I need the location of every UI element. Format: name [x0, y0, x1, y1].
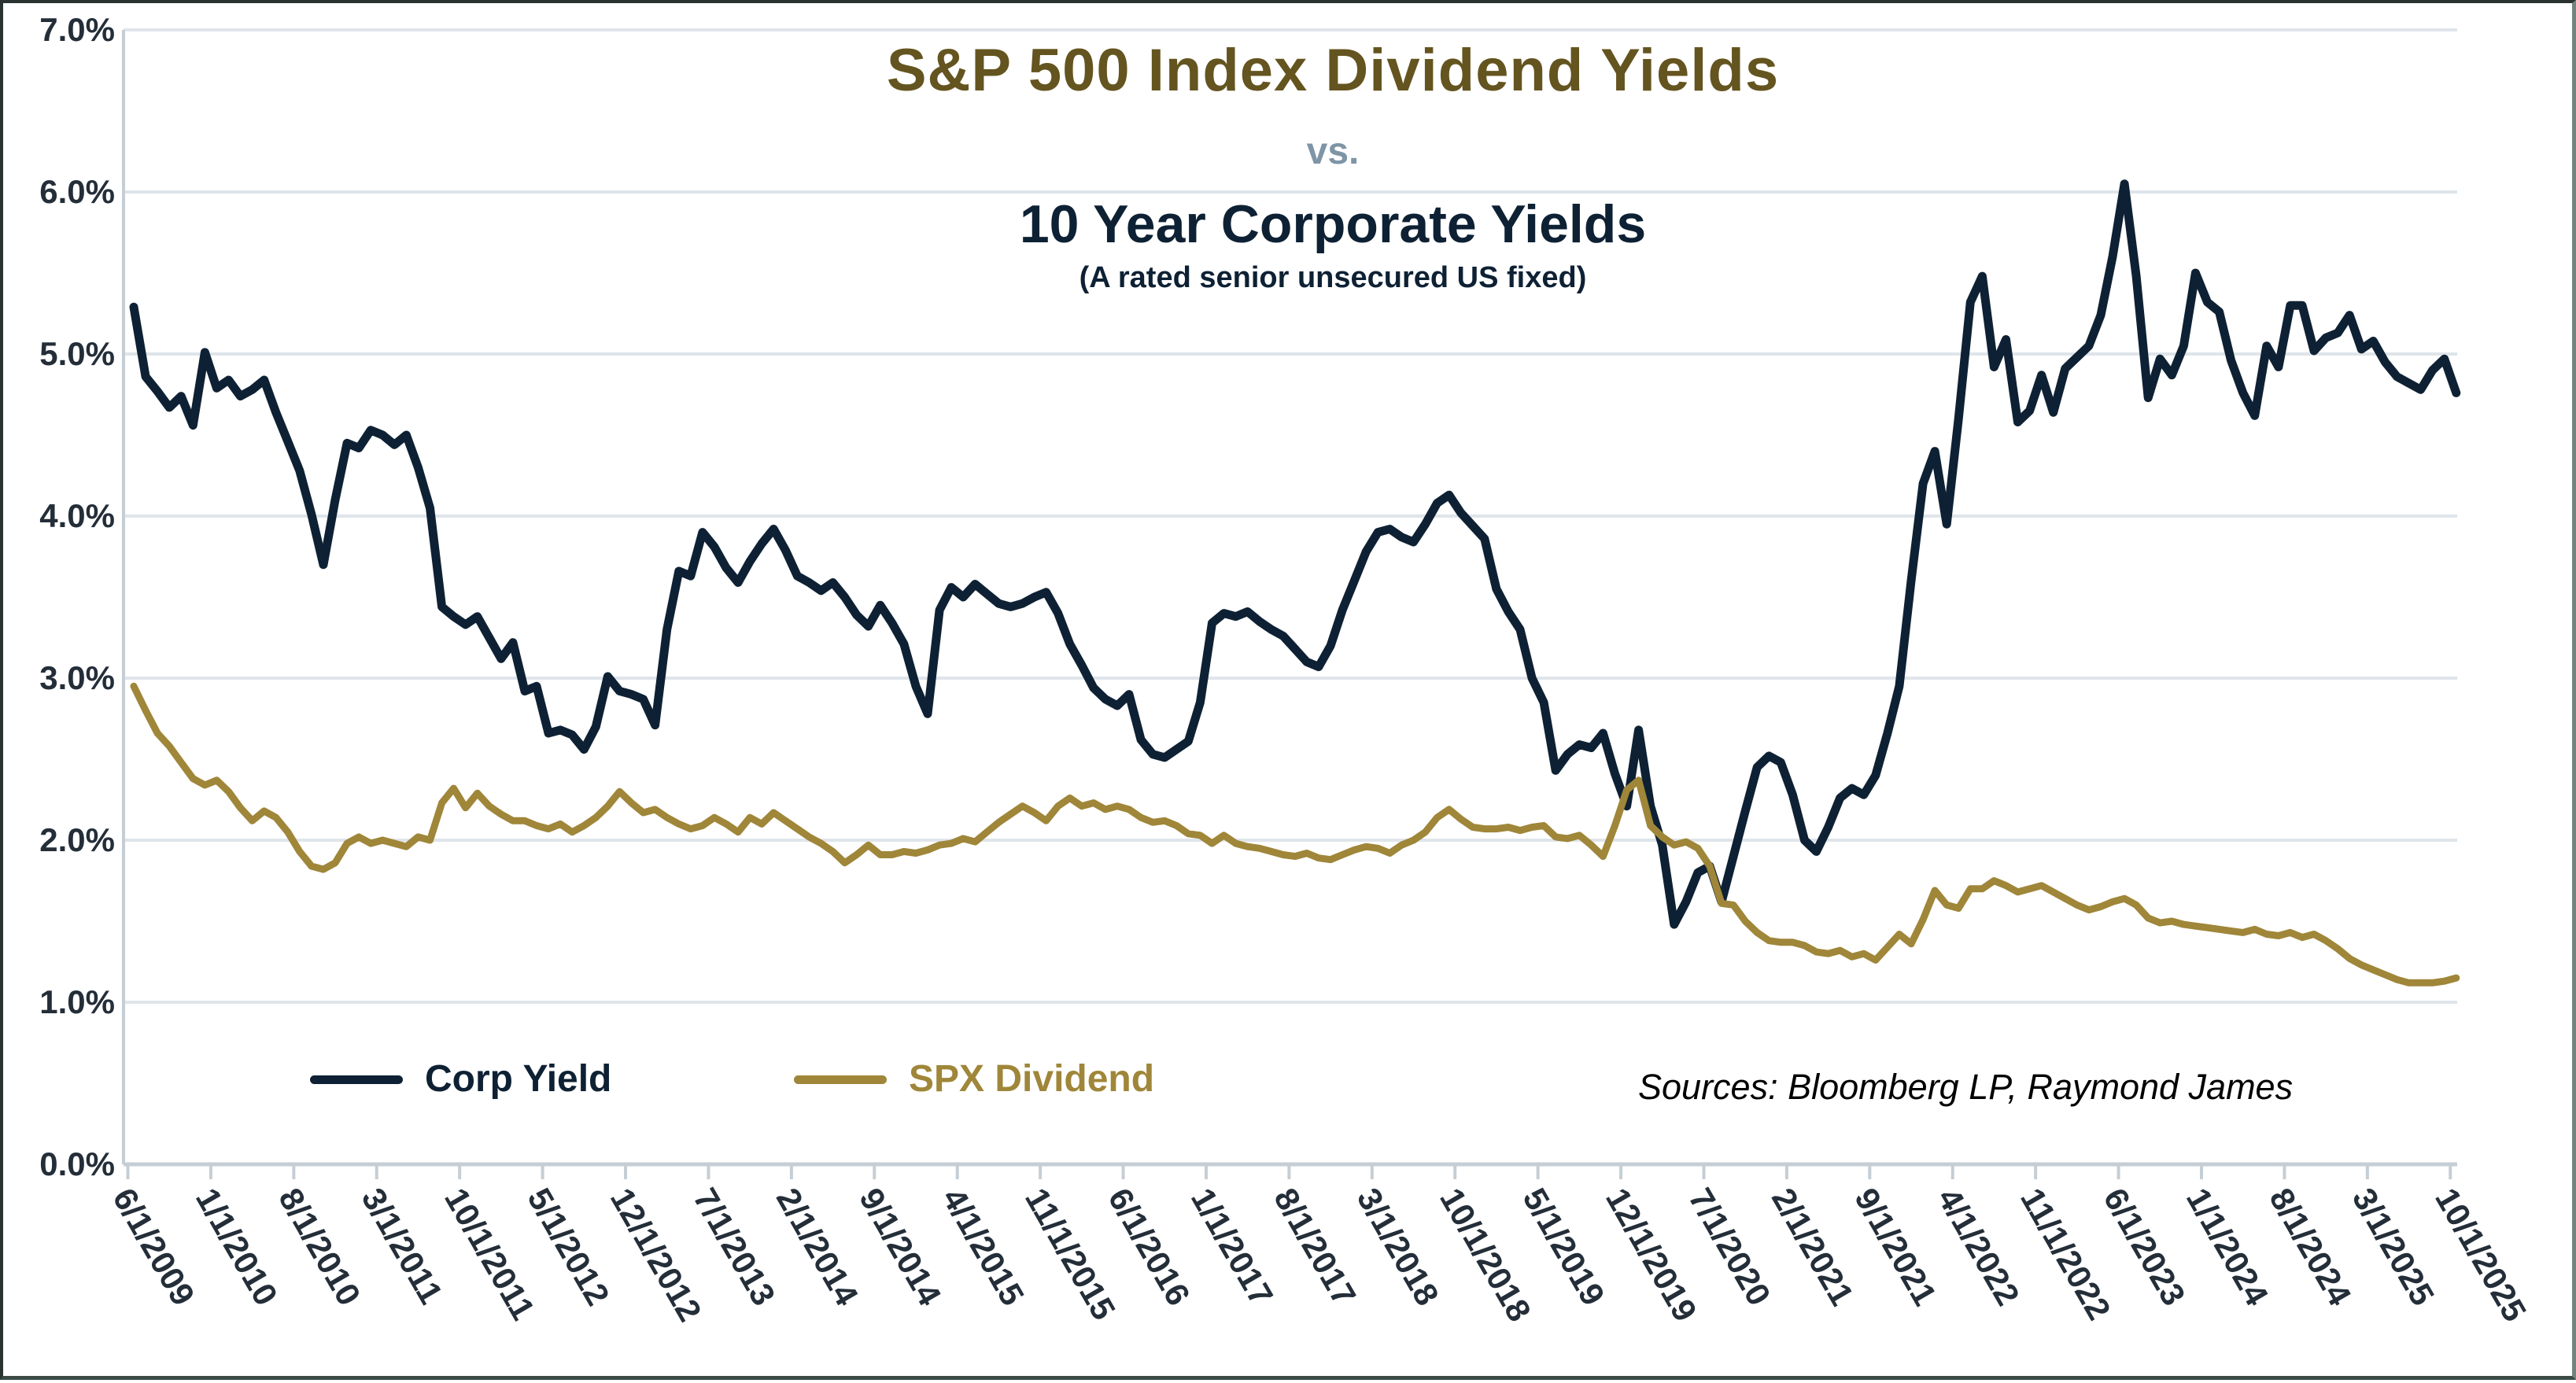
x-tick-label: 8/1/2010 [271, 1182, 367, 1311]
y-tick-label: 1.0% [39, 983, 115, 1020]
x-tick-label: 7/1/2020 [1681, 1182, 1777, 1311]
y-tick-label: 6.0% [39, 173, 115, 210]
y-tick-label: 0.0% [39, 1145, 115, 1182]
spx-dividend-line [130, 682, 2460, 987]
y-tick-label: 2.0% [39, 821, 115, 858]
x-tick-label: 10/1/2025 [2428, 1182, 2534, 1327]
x-tick-label: 8/1/2017 [1267, 1182, 1363, 1311]
yield-chart: 6/1/20091/1/20108/1/20103/1/201110/1/201… [105, 28, 2534, 1328]
x-tick-label: 9/1/2014 [852, 1182, 949, 1312]
x-tick-label: 5/1/2019 [1516, 1182, 1612, 1311]
x-tick-label: 6/1/2023 [2096, 1182, 2192, 1311]
spx-dividend-swatch [794, 1075, 887, 1084]
x-tick-label: 1/1/2017 [1184, 1182, 1280, 1311]
x-tick-label: 1/1/2010 [189, 1182, 285, 1311]
x-tick-label: 6/1/2009 [105, 1182, 201, 1311]
x-tick-label: 4/1/2022 [1931, 1182, 2027, 1311]
y-tick-label: 5.0% [39, 335, 115, 372]
x-tick-label: 6/1/2016 [1101, 1182, 1197, 1311]
y-tick-label: 7.0% [39, 11, 115, 48]
x-tick-label: 2/1/2021 [1765, 1182, 1861, 1311]
y-tick-label: 3.0% [39, 659, 115, 696]
corp-yield-legend-label: Corp Yield [425, 1058, 612, 1100]
x-tick-label: 9/1/2021 [1847, 1182, 1943, 1311]
source-note: Sources: Bloomberg LP, Raymond James [1638, 1067, 2294, 1107]
corp-yield-swatch [310, 1075, 403, 1084]
x-tick-label: 1/1/2024 [2179, 1182, 2276, 1312]
corp-yield-line [129, 179, 2461, 929]
x-tick-label: 3/1/2011 [355, 1182, 450, 1310]
x-tick-label: 3/1/2025 [2345, 1182, 2441, 1311]
x-tick-label: 4/1/2015 [936, 1182, 1032, 1311]
legend-item-spx-dividend: SPX Dividend [794, 1059, 1154, 1100]
x-tick-label: 2/1/2014 [769, 1182, 866, 1312]
x-tick-label: 7/1/2013 [686, 1182, 782, 1311]
y-tick-label: 4.0% [39, 497, 115, 534]
legend-item-corp-yield: Corp Yield [310, 1059, 611, 1100]
x-tick-label: 3/1/2018 [1350, 1182, 1446, 1311]
x-tick-label: 5/1/2012 [520, 1182, 616, 1311]
x-tick-label: 8/1/2024 [2262, 1182, 2359, 1312]
spx-dividend-legend-label: SPX Dividend [909, 1058, 1155, 1100]
